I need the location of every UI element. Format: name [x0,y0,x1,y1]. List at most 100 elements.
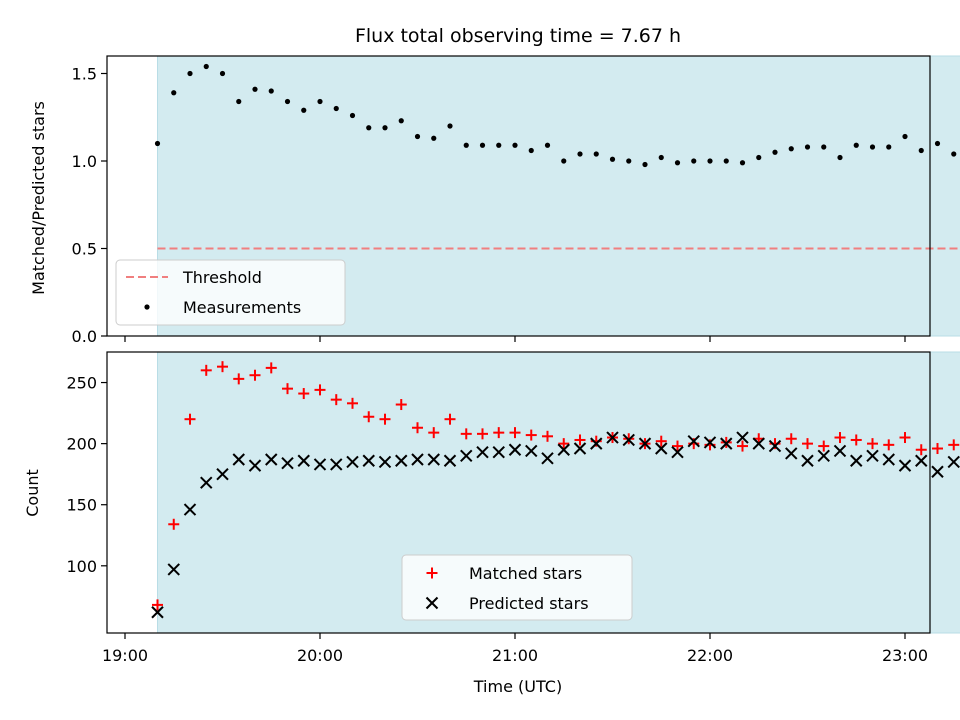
predicted-star-marker [151,606,164,619]
matched-star-marker [477,428,488,440]
matched-star-marker [298,388,310,400]
measurement-point [544,142,551,148]
matched-star-marker [168,518,180,530]
matched-star-marker [655,435,667,447]
predicted-star-marker [541,452,554,465]
measurement-point [317,98,323,105]
measurement-point [496,142,502,148]
predicted-star-marker [378,455,392,469]
predicted-star-marker [362,454,375,467]
predicted-star-marker [687,434,700,448]
count-y-tick-label: 250 [66,374,97,393]
predicted-star-marker [768,439,782,453]
matched-star-marker [444,413,456,425]
ratio-y-tick-label: 1.5 [72,65,97,84]
measurement-point [951,151,957,157]
measurement-point [236,98,242,105]
predicted-star-marker [313,458,327,471]
matched-star-marker [867,438,878,450]
count-y-tick-label: 150 [66,496,97,515]
chart-title: Flux total observing time = 7.67 h [355,25,681,47]
measurement-point [772,149,778,155]
measurement-point [609,156,616,162]
measurement-point [593,151,599,157]
count-y-tick-label: 100 [66,557,97,576]
measurement-point [577,151,583,157]
measurement-point [626,158,632,164]
measurement-point [723,158,729,164]
matched-star-marker [282,383,293,395]
count-y-tick-label: 200 [66,435,97,454]
predicted-star-marker [736,431,749,444]
count-y-ticks: 100 150 200 250 [66,374,107,576]
predicted-star-marker [525,444,538,458]
matched-star-marker [152,599,163,611]
matched-star-marker [460,428,472,440]
measurement-point [463,142,469,148]
measurement-point [398,118,404,124]
measurement-point [886,144,892,150]
measurement-point [528,147,534,154]
ratio-panel: 0.0 0.5 1.0 1.5 Matched/Predicted stars Thr… [29,55,960,346]
legend-predicted-swatch [425,596,439,610]
predicted-star-marker [638,437,652,450]
predicted-star-marker [817,449,830,463]
predicted-star-marker [443,454,457,467]
matched-star-marker [802,438,813,450]
ratio-y-axis-label: Matched/Predicted stars [29,101,48,295]
predicted-star-marker [882,453,895,466]
measurement-point [739,160,746,166]
matched-star-marker [737,440,748,452]
predicted-star-marker [931,465,944,478]
measurement-point [333,105,339,112]
matched-star-marker [347,397,358,409]
measurement-point [821,144,827,150]
matched-star-marker [899,432,911,444]
measurement-point [869,144,876,150]
measurement-point [219,70,226,77]
count-legend-box [401,554,633,621]
ratio-x-ticks [124,336,906,342]
count-plot-frame [106,351,931,634]
measurement-point [414,133,421,140]
predicted-star-marker [703,436,717,449]
measurement-point [902,133,908,140]
predicted-star-marker [427,453,440,466]
predicted-star-marker [508,443,522,456]
measurement-point [707,158,713,164]
predicted-star-markers [151,431,960,619]
measurement-point [561,158,567,164]
measurement-point [804,144,811,150]
measurement-point [268,88,274,94]
matched-star-marker [558,438,570,450]
predicted-star-marker [330,458,343,471]
predicted-star-marker [752,437,765,450]
matched-star-marker [509,427,521,439]
measurement-point [171,90,177,96]
predicted-star-marker [297,454,310,467]
predicted-star-marker [216,467,229,481]
measurement-points [154,63,957,168]
predicted-star-marker [947,455,960,469]
predicted-star-marker [915,454,928,467]
legend-matched-marker [426,567,438,579]
matched-star-marker [542,430,553,442]
predicted-star-marker [720,437,733,450]
legend-matched-label: Matched stars [469,564,582,583]
legend-measurements-label: Measurements [183,298,301,317]
measurement-point [512,142,518,148]
predicted-star-marker [200,476,213,489]
predicted-star-marker [866,449,879,463]
predicted-star-marker [232,453,245,466]
measurement-point [918,147,924,154]
matched-star-marker [672,440,683,452]
predicted-star-marker [460,449,473,463]
matched-star-marker [574,434,586,446]
measurement-point [934,140,941,147]
predicted-star-marker [167,563,180,576]
measurement-point [252,86,258,92]
predicted-star-marker [590,437,603,450]
predicted-star-marker [395,454,408,467]
matched-star-marker [379,413,391,425]
